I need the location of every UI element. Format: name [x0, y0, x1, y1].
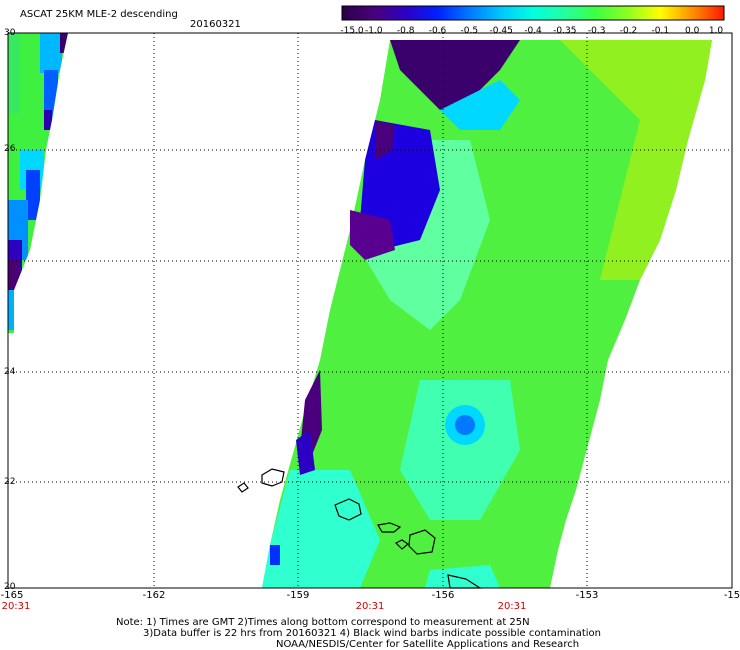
colorbar-tick: 1.0 — [708, 26, 724, 36]
time-label-1: 20:31 — [1, 601, 31, 612]
y-tick-30: 30 — [4, 28, 16, 38]
note-line-2: 3)Data buffer is 22 hrs from 20160321 4)… — [143, 628, 601, 639]
colorbar-tick: -0.6 — [428, 26, 447, 36]
graticule — [8, 33, 732, 588]
colorbar-tick: -0.35 — [553, 26, 577, 36]
x-tick--165: -165 — [0, 590, 24, 601]
colorbar-tick: -0.4 — [524, 26, 542, 36]
x-tick--156: -156 — [431, 590, 455, 601]
x-tick--159: -159 — [286, 590, 310, 601]
y-tick-22: 22 — [4, 477, 16, 487]
colorbar-tick: -0.1 — [651, 26, 670, 36]
colorbar-tick: -0.2 — [619, 26, 638, 36]
y-tick-24: 24 — [4, 367, 16, 377]
note-line-3: NOAA/NESDIS/Center for Satellite Applica… — [276, 639, 580, 650]
colorbar-tick: -0.45 — [489, 26, 513, 36]
main-swath — [262, 40, 712, 588]
islands — [237, 468, 483, 589]
colorbar-tick: -0.5 — [460, 26, 479, 36]
colorbar-tick: -0.8 — [396, 26, 415, 36]
colorbar-tick: -0.3 — [587, 26, 606, 36]
product-title: ASCAT 25KM MLE-2 descending — [20, 9, 178, 20]
note-line-1: Note: 1) Times are GMT 2)Times along bot… — [116, 617, 530, 628]
product-date: 20160321 — [190, 19, 241, 30]
colorbar-tick: -1.0 — [365, 26, 383, 36]
colorbar-tick: -15.0 — [340, 26, 364, 36]
colorbar-gradient — [341, 5, 725, 21]
y-tick-20: 20 — [4, 582, 16, 592]
colorbar-tick: 0.0 — [684, 26, 700, 36]
x-tick--150: -15 — [723, 590, 740, 601]
x-tick--162: -162 — [142, 590, 166, 601]
time-label-3: 20:31 — [497, 601, 527, 612]
x-tick--153: -153 — [575, 590, 599, 601]
colorbar — [341, 5, 725, 21]
time-label-2: 20:31 — [355, 601, 385, 612]
y-tick-26: 26 — [4, 144, 16, 154]
